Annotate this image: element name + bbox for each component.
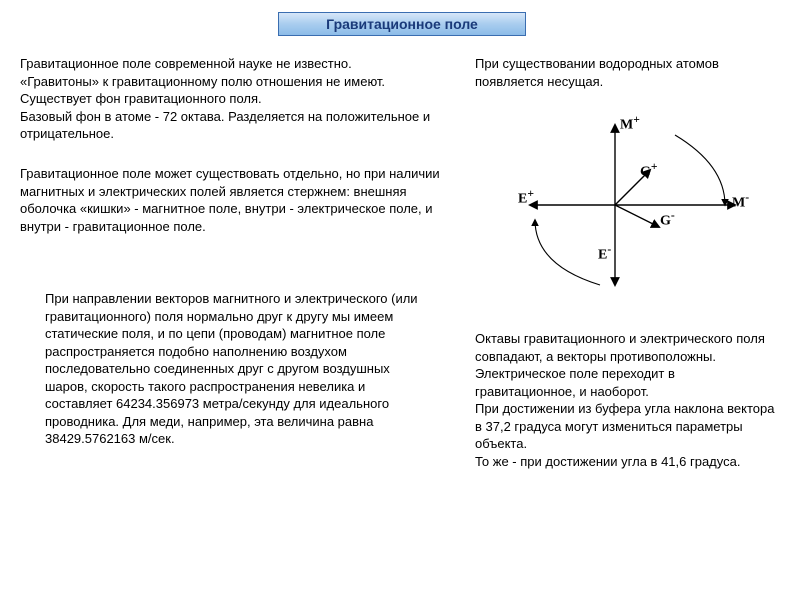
curve-m-icon [675, 135, 725, 205]
curve-e-icon [535, 220, 600, 285]
label-g-plus: G+ [640, 160, 658, 181]
label-e-minus: E- [598, 243, 611, 264]
label-m-minus: M- [732, 191, 749, 212]
title-text: Гравитационное поле [326, 16, 478, 32]
paragraph-3: При направлении векторов магнитного и эл… [45, 290, 425, 448]
diagram-svg [500, 105, 760, 305]
page-title: Гравитационное поле [278, 12, 526, 36]
paragraph-1: Гравитационное поле современной науке не… [20, 55, 440, 143]
label-g-minus: G- [660, 209, 675, 230]
paragraph-2: Гравитационное поле может существовать о… [20, 165, 440, 235]
paragraph-5: Октавы гравитационного и электрического … [475, 330, 775, 470]
label-m-plus: M+ [620, 113, 640, 134]
paragraph-4: При существовании водородных атомов появ… [475, 55, 775, 90]
vector-diagram: M+ M- E+ E- G+ G- [500, 105, 760, 305]
vector-g-minus-icon [615, 205, 659, 227]
label-e-plus: E+ [518, 187, 534, 208]
